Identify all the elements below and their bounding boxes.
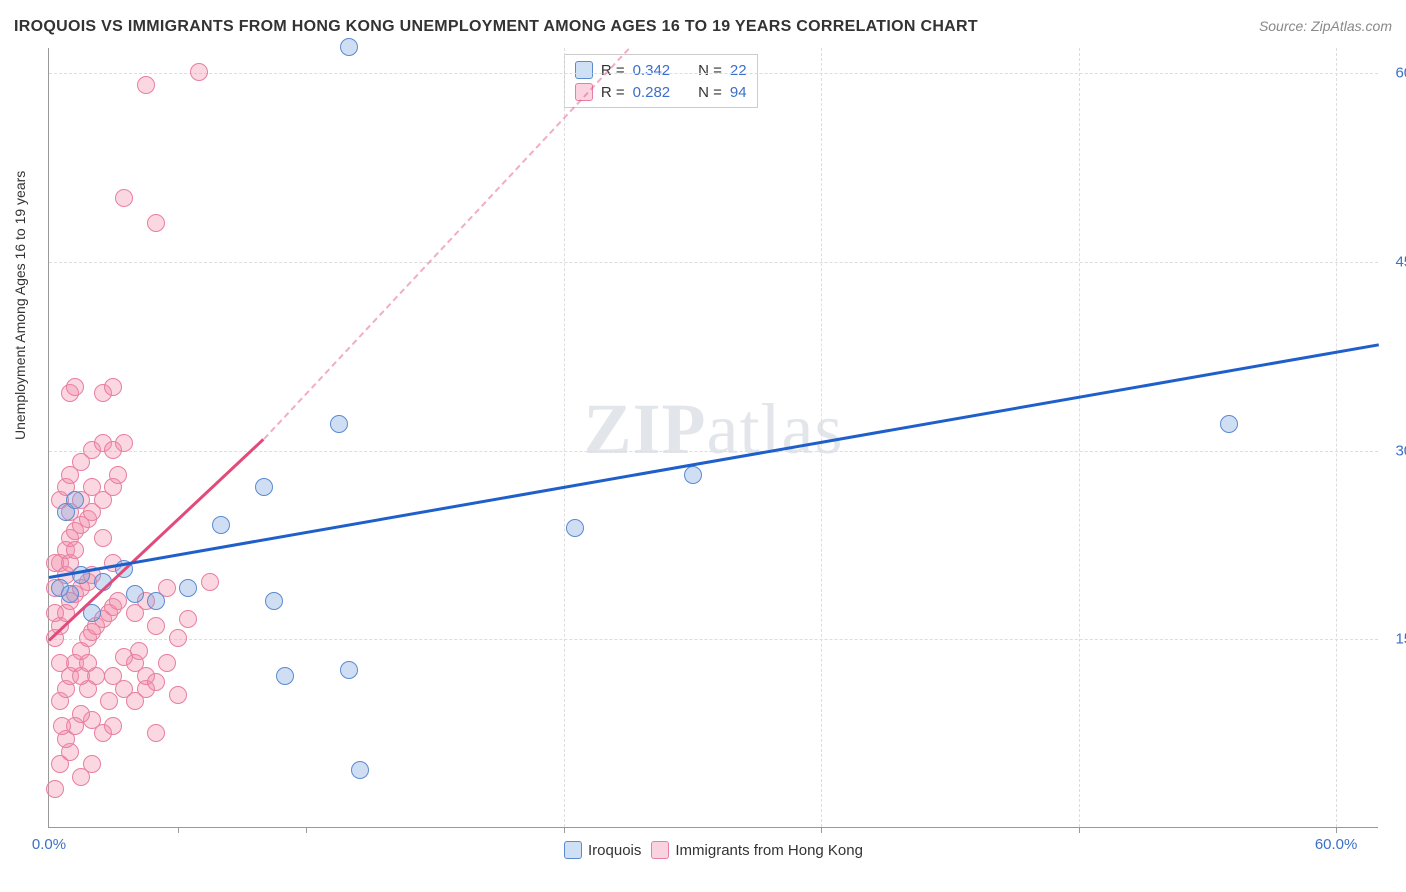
x-tick-mark: [1336, 827, 1337, 833]
data-point: [340, 661, 358, 679]
data-point: [179, 610, 197, 628]
gridline-vertical: [1079, 48, 1080, 827]
legend-n-label: N =: [698, 84, 722, 101]
data-point: [51, 654, 69, 672]
legend-n-value: 94: [730, 84, 747, 101]
gridline-horizontal: [49, 262, 1378, 263]
data-point: [72, 768, 90, 786]
y-tick-label: 15.0%: [1383, 631, 1406, 648]
data-point: [265, 592, 283, 610]
watermark-bold: ZIP: [584, 389, 707, 469]
data-point: [46, 780, 64, 798]
data-point: [147, 617, 165, 635]
data-point: [330, 415, 348, 433]
data-point: [255, 478, 273, 496]
y-tick-label: 45.0%: [1383, 253, 1406, 270]
data-point: [276, 667, 294, 685]
x-tick-mark: [306, 827, 307, 833]
data-point: [115, 189, 133, 207]
x-tick-mark: [1079, 827, 1080, 833]
data-point: [158, 654, 176, 672]
data-point: [109, 466, 127, 484]
y-axis-label: Unemployment Among Ages 16 to 19 years: [12, 171, 28, 440]
data-point: [147, 592, 165, 610]
legend-swatch: [651, 841, 669, 859]
legend-n-label: N =: [698, 62, 722, 79]
legend-r-value: 0.342: [633, 62, 671, 79]
data-point: [126, 585, 144, 603]
legend-series-name: Immigrants from Hong Kong: [675, 842, 863, 859]
data-point: [147, 214, 165, 232]
data-point: [115, 434, 133, 452]
gridline-vertical: [564, 48, 565, 827]
data-point: [1220, 415, 1238, 433]
x-tick-mark: [821, 827, 822, 833]
legend-n-value: 22: [730, 62, 747, 79]
data-point: [179, 579, 197, 597]
y-tick-label: 30.0%: [1383, 442, 1406, 459]
y-tick-label: 60.0%: [1383, 65, 1406, 82]
data-point: [104, 378, 122, 396]
x-tick-mark: [178, 827, 179, 833]
legend-row: R = 0.282 N = 94: [575, 81, 747, 103]
data-point: [66, 541, 84, 559]
data-point: [169, 629, 187, 647]
data-point: [351, 761, 369, 779]
plot-area: ZIPatlas R =0.342N =22R =0.282N =94 Iroq…: [48, 48, 1378, 828]
data-point: [684, 466, 702, 484]
trend-line: [49, 344, 1380, 580]
trend-line-dashed: [263, 48, 629, 439]
data-point: [340, 38, 358, 56]
data-point: [46, 604, 64, 622]
data-point: [53, 717, 71, 735]
legend-swatch: [564, 841, 582, 859]
data-point: [201, 573, 219, 591]
data-point: [72, 705, 90, 723]
watermark: ZIPatlas: [584, 388, 844, 471]
data-point: [61, 585, 79, 603]
data-point: [566, 519, 584, 537]
data-point: [66, 378, 84, 396]
x-tick-mark: [564, 827, 565, 833]
gridline-horizontal: [49, 639, 1378, 640]
legend-r-value: 0.282: [633, 84, 671, 101]
series-legend: Iroquois Immigrants from Hong Kong: [49, 841, 1378, 859]
data-point: [66, 491, 84, 509]
chart-title: IROQUOIS VS IMMIGRANTS FROM HONG KONG UN…: [14, 18, 978, 36]
data-point: [212, 516, 230, 534]
chart-container: IROQUOIS VS IMMIGRANTS FROM HONG KONG UN…: [0, 0, 1406, 892]
data-point: [109, 592, 127, 610]
correlation-legend: R = 0.342 N = 22 R = 0.282 N = 94: [564, 54, 758, 108]
data-point: [104, 717, 122, 735]
data-point: [79, 654, 97, 672]
data-point: [169, 686, 187, 704]
data-point: [130, 642, 148, 660]
legend-bottom-item: Immigrants from Hong Kong: [651, 841, 863, 859]
data-point: [104, 667, 122, 685]
x-tick-label: 0.0%: [32, 836, 66, 853]
data-point: [137, 76, 155, 94]
gridline-horizontal: [49, 73, 1378, 74]
title-bar: IROQUOIS VS IMMIGRANTS FROM HONG KONG UN…: [14, 18, 1392, 36]
x-tick-label: 60.0%: [1315, 836, 1358, 853]
source-label: Source: ZipAtlas.com: [1259, 18, 1392, 34]
legend-r-label: R =: [601, 84, 625, 101]
gridline-vertical: [1336, 48, 1337, 827]
legend-swatch: [575, 61, 593, 79]
gridline-vertical: [821, 48, 822, 827]
data-point: [94, 529, 112, 547]
legend-series-name: Iroquois: [588, 842, 641, 859]
data-point: [147, 724, 165, 742]
data-point: [190, 63, 208, 81]
data-point: [147, 673, 165, 691]
legend-bottom-item: Iroquois: [564, 841, 641, 859]
data-point: [100, 692, 118, 710]
